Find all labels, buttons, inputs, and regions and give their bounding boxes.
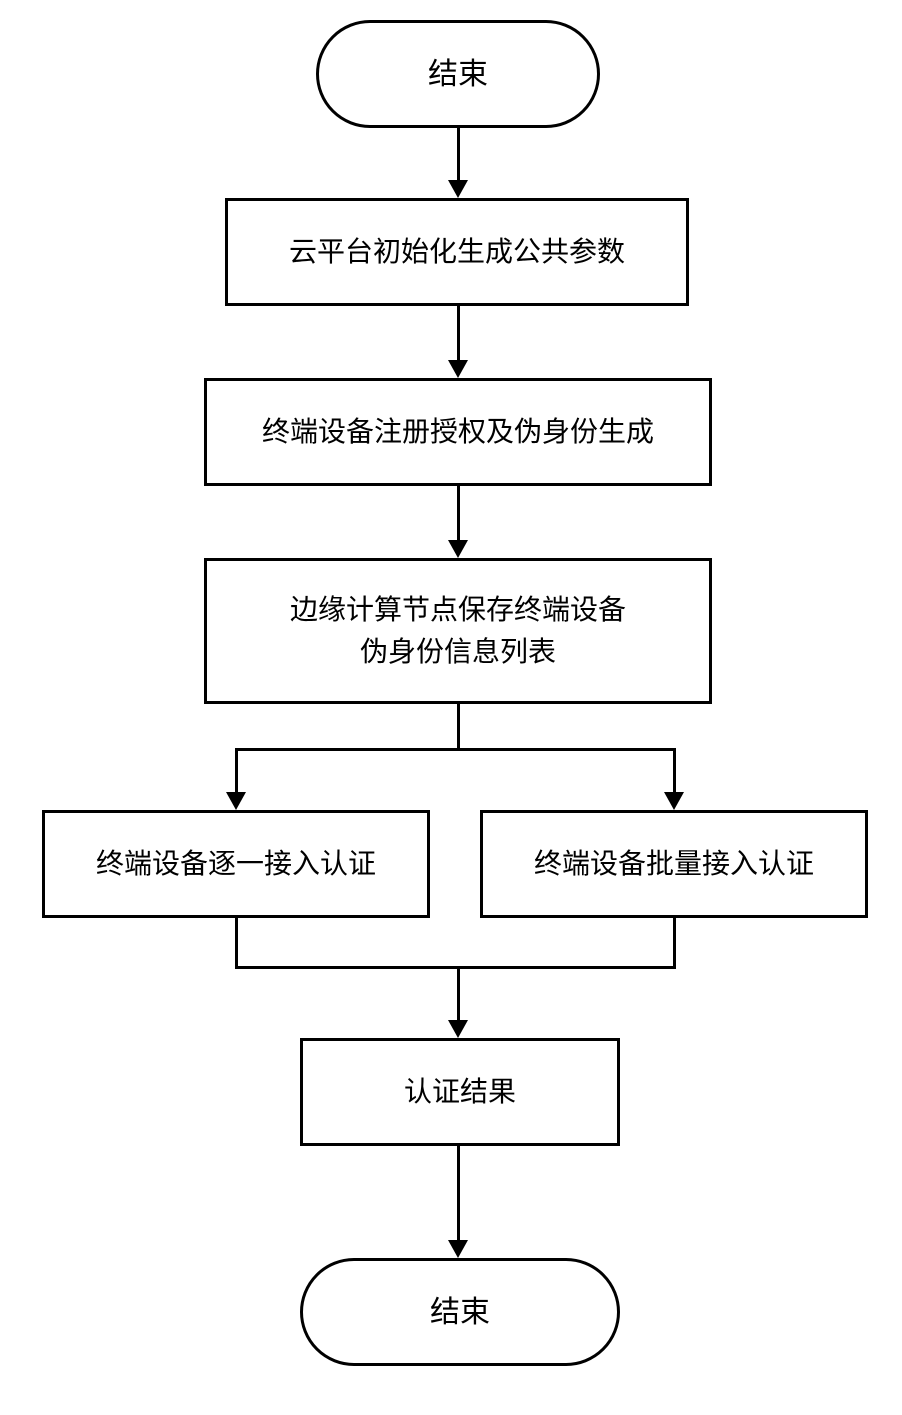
merge-right-vertical xyxy=(673,918,676,968)
split-right-vertical xyxy=(673,748,676,795)
merge-stub xyxy=(457,966,460,1023)
process-edge-node-save: 边缘计算节点保存终端设备 伪身份信息列表 xyxy=(204,558,712,704)
flowchart-container: 结束 云平台初始化生成公共参数 终端设备注册授权及伪身份生成 边缘计算节点保存终… xyxy=(0,0,902,1415)
n1-label: 云平台初始化生成公共参数 xyxy=(289,231,625,273)
split-left-vertical xyxy=(235,748,238,795)
arrowhead-split-right xyxy=(664,792,684,810)
end-label: 结束 xyxy=(430,1290,490,1335)
end-terminator: 结束 xyxy=(300,1258,620,1366)
process-init-params: 云平台初始化生成公共参数 xyxy=(225,198,689,306)
edge-n1-n2 xyxy=(457,306,460,363)
edge-start-n1 xyxy=(457,128,460,183)
merge-left-vertical xyxy=(235,918,238,968)
process-auth-result: 认证结果 xyxy=(300,1038,620,1146)
n5-label: 认证结果 xyxy=(404,1071,516,1113)
n4a-label: 终端设备逐一接入认证 xyxy=(96,843,376,885)
edge-n5-end xyxy=(457,1146,460,1243)
arrowhead-merge xyxy=(448,1020,468,1038)
process-auth-one-by-one: 终端设备逐一接入认证 xyxy=(42,810,430,918)
split-stub xyxy=(457,704,460,750)
arrowhead-start-n1 xyxy=(448,180,468,198)
n2-label: 终端设备注册授权及伪身份生成 xyxy=(262,411,654,453)
merge-horizontal xyxy=(235,966,676,969)
start-label: 结束 xyxy=(428,52,488,97)
process-register-auth: 终端设备注册授权及伪身份生成 xyxy=(204,378,712,486)
arrowhead-split-left xyxy=(226,792,246,810)
n4b-label: 终端设备批量接入认证 xyxy=(534,843,814,885)
arrowhead-n1-n2 xyxy=(448,360,468,378)
edge-n2-n3 xyxy=(457,486,460,543)
n3-label: 边缘计算节点保存终端设备 伪身份信息列表 xyxy=(290,589,626,673)
process-auth-batch: 终端设备批量接入认证 xyxy=(480,810,868,918)
arrowhead-n2-n3 xyxy=(448,540,468,558)
start-terminator: 结束 xyxy=(316,20,600,128)
split-horizontal xyxy=(235,748,676,751)
arrowhead-n5-end xyxy=(448,1240,468,1258)
